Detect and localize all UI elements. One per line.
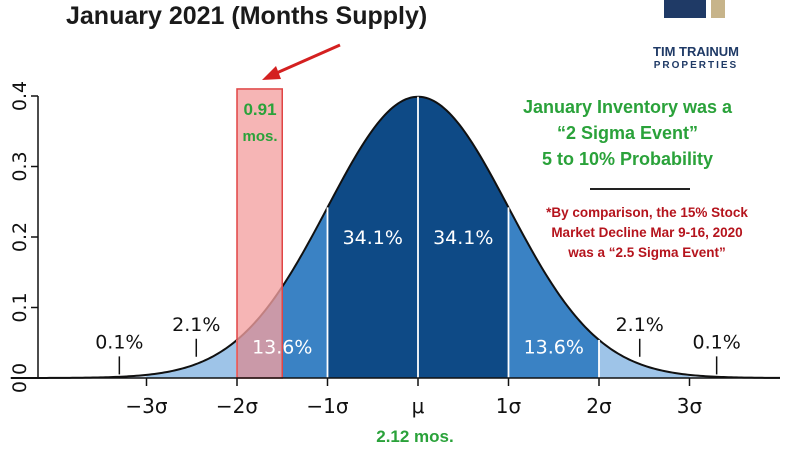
arrow-shaft [271,43,341,77]
x-tick-label-2: −1σ [306,394,348,418]
y-tick-label-1: 0.1 [9,292,31,322]
y-tick-label-3: 0.3 [9,151,31,181]
sigma-lines-layer [236,96,600,378]
green-line-3: 5 to 10% Probability [541,149,714,169]
x-tick-label-4: 1σ [496,394,522,418]
red-annotation: *By comparison, the 15% Stock Market Dec… [522,203,772,263]
percent-label-5: 2.1% [616,314,664,336]
mean-value-label: 2.12 mos. [376,427,454,446]
band-6 [599,339,690,378]
percent-label-2: 13.6% [252,336,312,358]
x-tick-label-5: 2σ [586,394,612,418]
percent-label-1: 34.1% [433,227,493,249]
x-tick-label-0: −3σ [125,394,167,418]
annotation-divider [590,188,690,190]
arrow-head [262,66,281,80]
percent-label-3: 13.6% [524,336,584,358]
percent-label-7: 0.1% [693,331,741,353]
logo-block-navy [664,0,706,18]
y-tick-label-4: 0.4 [9,81,31,111]
green-line-2: “2 Sigma Event” [556,123,699,143]
x-tick-label-3: μ [412,394,425,418]
logo-subtitle: PROPERTIES [653,60,739,71]
axes-layer: 0.0 0.1 0.2 0.3 0.4 −3σ −2σ −1σ μ 1σ 2σ 3σ [9,81,780,418]
percent-label-6: 0.1% [95,331,143,353]
bell-curve-line [10,95,781,379]
x-tick-label-6: 3σ [677,394,703,418]
bar-unit-label: mos. [242,128,278,145]
percent-labels-layer: 34.1% 34.1% 13.6% 13.6% 2.1% 2.1% 0.1% 0.1% [95,227,741,375]
red-line-1: *By comparison, the 15% Stock [546,205,748,220]
green-annotation: January Inventory was a “2 Sigma Event” … [500,94,755,172]
red-line-2: Market Decline Mar 9-16, 2020 [551,225,743,240]
y-tick-label-2: 0.2 [9,222,31,252]
percent-label-0: 34.1% [343,227,403,249]
logo-mark [664,0,725,18]
percent-label-4: 2.1% [172,314,220,336]
arrow-layer [262,43,341,80]
x-tick-label-1: −2σ [216,394,258,418]
bar-value-label: 0.91 [243,100,277,119]
chart-title: January 2021 (Months Supply) [66,2,428,30]
red-line-3: was a “2.5 Sigma Event” [568,245,726,260]
logo-block-tan [711,0,725,18]
green-line-1: January Inventory was a [522,97,733,117]
band-1 [146,339,237,378]
y-tick-label-0: 0.0 [9,363,31,393]
logo-name: TIM TRAINUM [653,44,739,59]
